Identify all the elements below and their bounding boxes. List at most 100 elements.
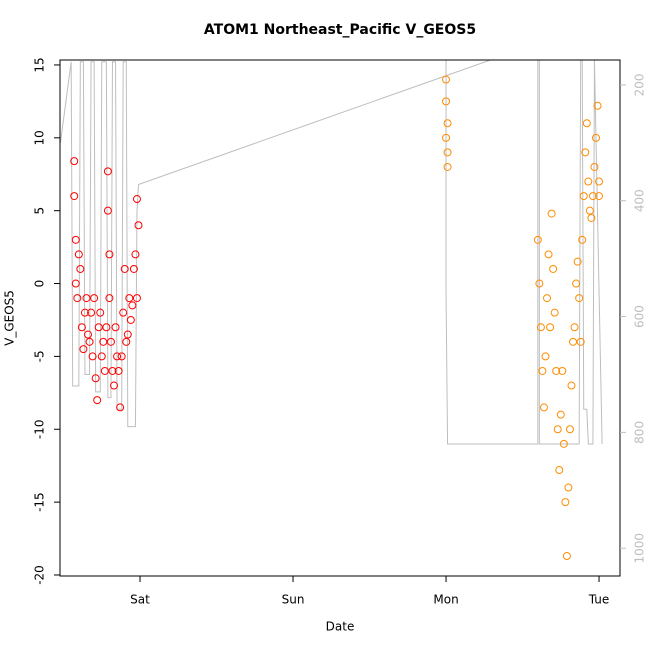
point [132,294,141,303]
point [114,366,123,375]
y-tick-label: 15 [32,57,46,72]
point [576,337,585,346]
y-axis-label: V_GEOS5 [3,290,17,346]
point [84,330,92,339]
point [595,177,604,186]
point [132,195,141,204]
point [533,235,542,244]
point [539,403,548,412]
point [113,352,122,361]
point [561,498,570,507]
point [552,366,561,375]
point [131,250,140,259]
point [558,366,567,375]
point [549,264,558,273]
y-tick-label: -10 [33,419,47,439]
point [443,119,452,128]
y-tick-label: -20 [33,565,47,585]
point [547,209,556,218]
point [565,425,574,434]
y-tick-label: -5 [33,350,47,362]
point [562,552,571,561]
point [553,425,562,434]
point [105,294,114,303]
point [585,206,594,215]
point [102,323,111,332]
point [90,294,99,303]
point [88,352,97,361]
y2-tick-label: 1000 [633,533,647,564]
point [442,133,451,142]
point [99,337,108,346]
point [120,264,129,273]
x-tick-label: Tue [588,593,610,607]
point [595,192,604,201]
point [77,323,86,332]
point [71,235,80,244]
point [587,213,596,222]
point [103,167,112,176]
point [555,466,564,475]
point [76,264,85,273]
point [134,221,143,230]
point [108,366,117,375]
plot-frame [59,59,621,577]
point [556,410,565,419]
point [97,352,106,361]
y2-tick-label: 400 [633,189,647,212]
x-axis-label: Date [326,620,355,634]
point [567,381,576,390]
point [117,352,126,361]
point [578,235,587,244]
x-tick-label: Mon [433,593,458,607]
point [91,374,100,383]
point [70,192,79,201]
point [593,101,602,110]
point [584,177,593,186]
y2-tick-label: 800 [633,421,647,444]
point [82,294,91,303]
chart-title: ATOM1 Northeast_Pacific V_GEOS5 [204,22,476,38]
y-tick-label: 5 [33,207,47,215]
point [541,352,550,361]
series-line [60,60,603,445]
point [100,366,109,375]
y-tick-label: -15 [33,492,47,512]
point [70,157,79,166]
point [87,308,96,317]
x-tick-label: Sat [130,593,150,607]
point [443,162,452,171]
point [123,330,132,339]
plot-area [60,60,604,561]
point [73,294,82,303]
point [126,315,135,324]
point [74,250,83,259]
point [93,396,102,405]
point [128,301,137,310]
point [544,250,553,259]
point [79,345,88,354]
point [575,294,584,303]
point [119,308,128,317]
point [581,148,590,157]
point [96,308,105,317]
y-tick-label: 0 [33,280,47,288]
point [94,323,103,332]
y2-tick-label: 600 [633,305,647,328]
point [535,279,544,288]
point [442,75,451,84]
x-tick-label: Sun [282,593,305,607]
point [125,294,134,303]
point [564,483,573,492]
point [582,119,591,128]
point [572,279,581,288]
point [85,337,94,346]
point [588,192,597,201]
point [569,337,578,346]
point [103,206,112,215]
point [543,294,552,303]
point [559,439,568,448]
point [573,257,582,266]
